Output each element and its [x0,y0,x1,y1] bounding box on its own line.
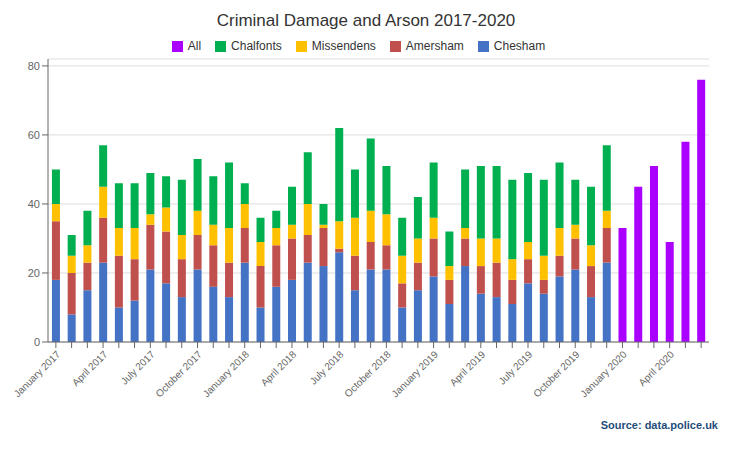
svg-text:January 2017: January 2017 [12,348,63,399]
svg-text:April 2020: April 2020 [636,348,676,388]
svg-text:October 2019: October 2019 [531,348,582,399]
html-text:Source: data.police.uk: Source: data.police.uk [600,419,718,431]
html-text:Criminal Damage and Arson 2017: Criminal Damage and Arson 2017-2020 [216,11,516,30]
svg-text:January 2019: January 2019 [389,348,440,399]
html-text:All: All [187,39,202,53]
svg-text:60: 60 [28,129,40,141]
html-text:Chesham: Chesham [493,39,546,53]
svg-text:0: 0 [34,336,40,348]
svg-text:April 2019: April 2019 [448,348,488,388]
svg-text:July 2018: July 2018 [308,348,346,386]
svg-text:January 2020: January 2020 [578,348,629,399]
svg-text:October 2018: October 2018 [342,348,393,399]
html-text:Missendens: Missendens [311,39,376,53]
svg-text:April 2018: April 2018 [259,348,299,388]
svg-text:80: 80 [28,60,40,72]
svg-text:January 2018: January 2018 [201,348,252,399]
svg-text:October 2017: October 2017 [153,348,204,399]
svg-text:July 2019: July 2019 [496,348,534,386]
html-text:Amersham: Amersham [405,39,464,53]
html-text:Chalfonts: Chalfonts [231,39,282,53]
svg-text:July 2017: July 2017 [119,348,157,386]
svg-text:40: 40 [28,198,40,210]
svg-text:April 2017: April 2017 [70,348,110,388]
svg-text:20: 20 [28,267,40,279]
